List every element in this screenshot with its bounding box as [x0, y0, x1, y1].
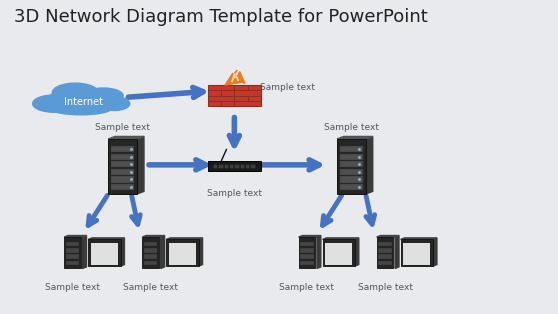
- FancyBboxPatch shape: [111, 161, 134, 167]
- FancyBboxPatch shape: [300, 261, 314, 265]
- FancyBboxPatch shape: [378, 242, 392, 246]
- FancyBboxPatch shape: [142, 237, 159, 268]
- FancyBboxPatch shape: [401, 239, 433, 266]
- FancyBboxPatch shape: [340, 184, 363, 190]
- Text: Sample text: Sample text: [358, 283, 412, 292]
- Polygon shape: [88, 238, 124, 239]
- FancyBboxPatch shape: [299, 237, 315, 268]
- Polygon shape: [317, 236, 321, 268]
- FancyBboxPatch shape: [208, 161, 261, 171]
- FancyBboxPatch shape: [66, 261, 79, 265]
- Text: Sample text: Sample text: [280, 283, 334, 292]
- FancyBboxPatch shape: [377, 237, 393, 268]
- Text: Sample text: Sample text: [95, 123, 150, 132]
- FancyBboxPatch shape: [230, 165, 233, 168]
- Polygon shape: [166, 238, 203, 239]
- FancyBboxPatch shape: [225, 165, 228, 168]
- FancyBboxPatch shape: [166, 239, 199, 266]
- Ellipse shape: [32, 95, 75, 112]
- Polygon shape: [433, 238, 437, 266]
- FancyBboxPatch shape: [323, 239, 355, 266]
- Text: 3D Network Diagram Template for PowerPoint: 3D Network Diagram Template for PowerPoi…: [14, 8, 427, 26]
- FancyBboxPatch shape: [91, 243, 118, 264]
- FancyBboxPatch shape: [325, 243, 352, 264]
- Text: Sample text: Sample text: [324, 123, 379, 132]
- FancyBboxPatch shape: [240, 165, 244, 168]
- Text: Internet: Internet: [64, 97, 103, 107]
- FancyBboxPatch shape: [111, 184, 134, 190]
- FancyBboxPatch shape: [64, 237, 81, 268]
- FancyBboxPatch shape: [300, 248, 314, 253]
- Polygon shape: [299, 236, 321, 237]
- FancyBboxPatch shape: [337, 139, 366, 194]
- FancyBboxPatch shape: [108, 139, 137, 194]
- Ellipse shape: [52, 83, 98, 102]
- Polygon shape: [137, 136, 144, 194]
- FancyBboxPatch shape: [378, 248, 392, 253]
- Text: Sample text: Sample text: [45, 283, 100, 292]
- Polygon shape: [366, 136, 373, 194]
- Text: Sample text: Sample text: [260, 84, 315, 92]
- FancyBboxPatch shape: [340, 176, 363, 182]
- FancyBboxPatch shape: [111, 146, 134, 152]
- FancyBboxPatch shape: [208, 85, 261, 106]
- Polygon shape: [142, 236, 165, 237]
- FancyBboxPatch shape: [66, 248, 79, 253]
- Polygon shape: [377, 236, 399, 237]
- FancyBboxPatch shape: [300, 254, 314, 259]
- FancyBboxPatch shape: [340, 169, 363, 175]
- FancyBboxPatch shape: [235, 165, 239, 168]
- Polygon shape: [199, 238, 203, 266]
- FancyBboxPatch shape: [214, 165, 218, 168]
- FancyBboxPatch shape: [340, 146, 363, 152]
- FancyBboxPatch shape: [88, 239, 121, 266]
- FancyBboxPatch shape: [340, 154, 363, 160]
- Text: Sample text: Sample text: [123, 283, 178, 292]
- FancyBboxPatch shape: [219, 165, 223, 168]
- Polygon shape: [225, 70, 245, 85]
- FancyBboxPatch shape: [144, 242, 157, 246]
- FancyBboxPatch shape: [144, 248, 157, 253]
- Ellipse shape: [50, 102, 112, 115]
- Polygon shape: [395, 236, 399, 268]
- FancyBboxPatch shape: [340, 161, 363, 167]
- FancyBboxPatch shape: [66, 254, 79, 259]
- Polygon shape: [337, 136, 373, 139]
- Polygon shape: [83, 236, 86, 268]
- Polygon shape: [232, 73, 238, 82]
- Ellipse shape: [83, 88, 123, 104]
- FancyBboxPatch shape: [300, 242, 314, 246]
- Text: Sample text: Sample text: [207, 189, 262, 198]
- Polygon shape: [323, 238, 359, 239]
- FancyBboxPatch shape: [66, 242, 79, 246]
- FancyBboxPatch shape: [378, 261, 392, 265]
- Polygon shape: [108, 136, 144, 139]
- Ellipse shape: [99, 97, 129, 111]
- Polygon shape: [355, 238, 359, 266]
- Polygon shape: [121, 238, 124, 266]
- FancyBboxPatch shape: [378, 254, 392, 259]
- FancyBboxPatch shape: [144, 254, 157, 259]
- FancyBboxPatch shape: [111, 154, 134, 160]
- FancyBboxPatch shape: [111, 169, 134, 175]
- FancyBboxPatch shape: [111, 176, 134, 182]
- FancyBboxPatch shape: [169, 243, 196, 264]
- FancyBboxPatch shape: [251, 165, 254, 168]
- FancyBboxPatch shape: [403, 243, 430, 264]
- Polygon shape: [401, 238, 437, 239]
- Polygon shape: [161, 236, 165, 268]
- FancyBboxPatch shape: [144, 261, 157, 265]
- FancyBboxPatch shape: [246, 165, 249, 168]
- Ellipse shape: [50, 90, 78, 105]
- Polygon shape: [64, 236, 86, 237]
